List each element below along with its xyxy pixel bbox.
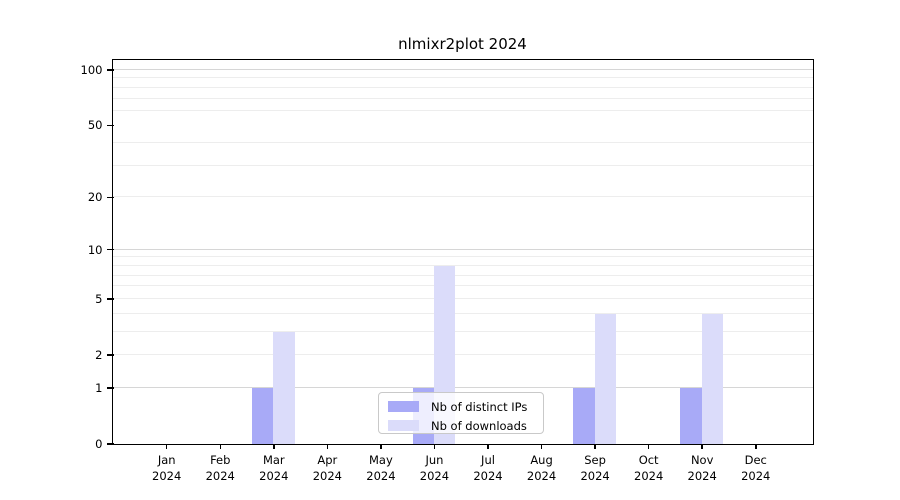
bar-distinct-ips-nov: [680, 387, 702, 444]
x-label-year: 2024: [473, 469, 503, 483]
legend-label-distinct-ips: Nb of distinct IPs: [431, 399, 528, 414]
legend-swatch-downloads: [388, 420, 419, 431]
x-tick-label: Feb 2024: [190, 452, 250, 484]
gridline-major: [113, 248, 813, 250]
x-tick: [540, 444, 543, 449]
x-label-month: Mar: [262, 453, 285, 467]
x-tick-label: Mar 2024: [244, 452, 304, 484]
x-label-month: Apr: [317, 453, 338, 467]
gridline-minor: [113, 264, 813, 266]
y-tick: [106, 69, 114, 71]
x-tick: [219, 444, 221, 449]
y-tick-label: 0: [95, 437, 103, 451]
bar-distinct-ips-sep: [573, 387, 595, 444]
gridline-minor: [113, 330, 813, 332]
y-tick-label: 100: [80, 63, 103, 77]
x-label-year: 2024: [152, 469, 182, 483]
x-tick: [487, 444, 489, 449]
gridline-major: [113, 386, 813, 388]
gridline-minor: [113, 109, 813, 111]
y-tick-label: 1: [95, 380, 103, 395]
y-tick-label: 10: [87, 242, 103, 257]
bar-downloads-nov: [701, 313, 724, 444]
gridline-minor: [113, 86, 813, 88]
legend-swatch-distinct-ips: [388, 401, 419, 412]
x-label-year: 2024: [366, 469, 396, 483]
y-tick-label: 2: [95, 347, 103, 362]
gridline-minor: [113, 353, 813, 355]
x-tick-label: Jul 2024: [458, 452, 518, 484]
gridline-minor: [113, 297, 813, 299]
gridline-minor: [113, 142, 813, 144]
x-label-year: 2024: [205, 469, 235, 483]
x-label-month: Sep: [584, 453, 606, 467]
x-label-month: Oct: [638, 453, 659, 467]
x-tick-label: Dec 2024: [726, 452, 786, 484]
y-tick: [106, 443, 114, 445]
gridline-minor: [113, 97, 813, 99]
x-label-month: Jun: [425, 453, 444, 467]
x-label-year: 2024: [526, 469, 557, 483]
x-label-year: 2024: [312, 469, 342, 483]
y-tick-label: 5: [95, 291, 103, 306]
x-label-year: 2024: [580, 469, 610, 483]
x-tick-label: Aug 2024: [512, 452, 572, 484]
legend-label-downloads: Nb of downloads: [431, 418, 527, 433]
x-tick-label: Jun 2024: [404, 452, 464, 484]
x-tick-label: Apr 2024: [297, 452, 357, 484]
x-tick-label: Jan 2024: [137, 452, 197, 484]
x-label-year: 2024: [259, 469, 289, 483]
gridline-minor: [113, 312, 813, 314]
x-tick: [380, 444, 382, 449]
x-tick-label: Sep 2024: [565, 452, 625, 484]
x-tick: [594, 444, 596, 449]
x-label-month: Jan: [157, 453, 176, 467]
x-label-year: 2024: [741, 469, 771, 483]
plot-area: [112, 59, 814, 445]
x-tick: [326, 444, 329, 449]
x-tick: [273, 444, 275, 449]
bar-downloads-sep: [594, 313, 616, 444]
gridline-minor: [113, 77, 813, 79]
x-label-month: May: [369, 453, 393, 467]
gridline-minor: [113, 285, 813, 287]
legend: Nb of distinct IPs Nb of downloads: [378, 392, 544, 434]
x-label-year: 2024: [419, 469, 450, 483]
x-tick-label: Oct 2024: [619, 452, 679, 484]
x-tick-label: Nov 2024: [672, 452, 732, 484]
x-tick: [701, 444, 703, 449]
x-tick: [647, 444, 650, 449]
x-tick-label: May 2024: [351, 452, 411, 484]
y-tick: [106, 354, 114, 356]
gridline-minor: [113, 256, 813, 258]
legend-item-downloads: Nb of downloads: [388, 418, 534, 433]
x-label-year: 2024: [634, 469, 664, 483]
y-tick: [106, 298, 114, 300]
gridline-major: [113, 69, 813, 70]
legend-item-distinct-ips: Nb of distinct IPs: [388, 399, 534, 414]
x-label-month: Feb: [210, 453, 231, 467]
y-tick: [106, 196, 114, 199]
x-tick: [755, 444, 757, 449]
gridline-minor: [113, 196, 813, 198]
gridline-minor: [113, 164, 813, 166]
x-tick: [165, 444, 168, 449]
gridline-minor: [113, 274, 813, 276]
bar-distinct-ips-mar: [251, 387, 274, 444]
y-tick-label: 50: [87, 118, 103, 133]
x-label-month: Aug: [530, 453, 553, 467]
x-label-year: 2024: [687, 469, 717, 483]
x-tick: [433, 444, 436, 449]
x-label-month: Nov: [690, 453, 714, 467]
x-label-month: Dec: [744, 453, 767, 467]
y-tick-label: 20: [87, 190, 103, 205]
x-label-month: Jul: [481, 453, 495, 467]
bar-downloads-mar: [273, 331, 295, 444]
y-tick: [106, 387, 114, 389]
y-tick: [106, 124, 114, 127]
y-tick: [106, 248, 114, 251]
chart-title: nlmixr2plot 2024: [398, 35, 527, 53]
